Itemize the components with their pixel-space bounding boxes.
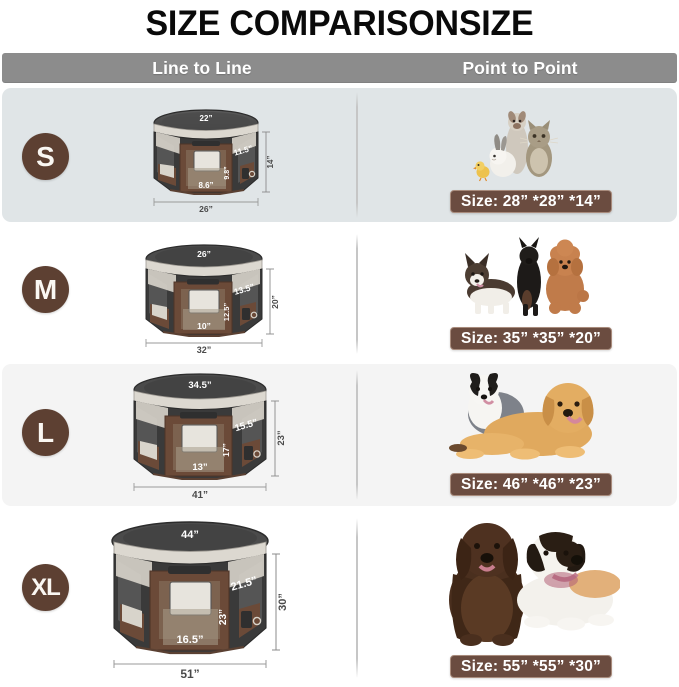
playpen-diagram-l: 34.5” 15.5” 23” 17” 13” 41” xyxy=(112,368,317,500)
size-badge-xl: XL xyxy=(22,564,69,611)
dim-door-width: 10” xyxy=(197,321,211,331)
dim-door-width: 8.6” xyxy=(198,181,213,190)
dim-door-height: 23” xyxy=(218,609,229,625)
size-dimension-badge-s: Size: 28” *28” *14” xyxy=(450,190,612,213)
size-badge-m: M xyxy=(22,266,69,313)
playpen-diagram-m: 26” 13.5” 20” 12.5” 10” 32” xyxy=(128,240,308,355)
dim-total-height: 20” xyxy=(270,295,280,309)
column-header-bar: Line to Line Point to Point xyxy=(2,53,677,83)
dim-total-height: 23” xyxy=(276,430,287,446)
dim-top-width: 44” xyxy=(181,529,199,541)
dim-base-width: 41” xyxy=(192,490,208,500)
row-divider xyxy=(356,92,358,218)
animal-illustration-xl xyxy=(425,508,620,653)
size-dimension-badge-xl: Size: 55” *55” *30” xyxy=(450,655,612,678)
page-title: SIZE COMPARISONSIZE xyxy=(145,4,534,43)
size-dimension-badge-l: Size: 46” *46” *23” xyxy=(450,473,612,496)
dim-top-width: 34.5” xyxy=(188,380,211,391)
column-header-line-to-line: Line to Line xyxy=(152,57,252,78)
dim-top-width: 26” xyxy=(197,249,211,259)
row-divider xyxy=(356,370,358,500)
dim-door-height: 12.5” xyxy=(222,303,231,322)
dim-door-width: 16.5” xyxy=(177,634,204,646)
dim-top-width: 22” xyxy=(200,114,213,123)
column-header-point-to-point: Point to Point xyxy=(462,57,578,78)
row-divider xyxy=(356,518,358,678)
playpen-diagram-xl: 44” 21.5” 30” 23” 16.5” 51” xyxy=(90,514,322,680)
dim-total-height: 14” xyxy=(266,156,275,169)
dim-door-width: 13” xyxy=(192,462,208,473)
row-divider xyxy=(356,234,358,354)
animal-illustration-m xyxy=(455,234,595,326)
dim-door-height: 17” xyxy=(221,443,231,457)
dim-base-width: 32” xyxy=(197,345,212,355)
size-badge-l: L xyxy=(22,409,69,456)
animal-illustration-s xyxy=(470,106,570,188)
playpen-diagram-s: 22” 11.5” 14” 9.8” 8.6” 26” xyxy=(140,106,300,214)
dim-total-height: 30” xyxy=(277,593,289,611)
dim-base-width: 26” xyxy=(199,204,213,214)
dim-base-width: 51” xyxy=(180,667,199,680)
dim-door-height: 9.8” xyxy=(224,166,231,179)
animal-illustration-l xyxy=(430,368,620,472)
size-dimension-badge-m: Size: 35” *35” *20” xyxy=(450,327,612,350)
size-badge-s: S xyxy=(22,133,69,180)
